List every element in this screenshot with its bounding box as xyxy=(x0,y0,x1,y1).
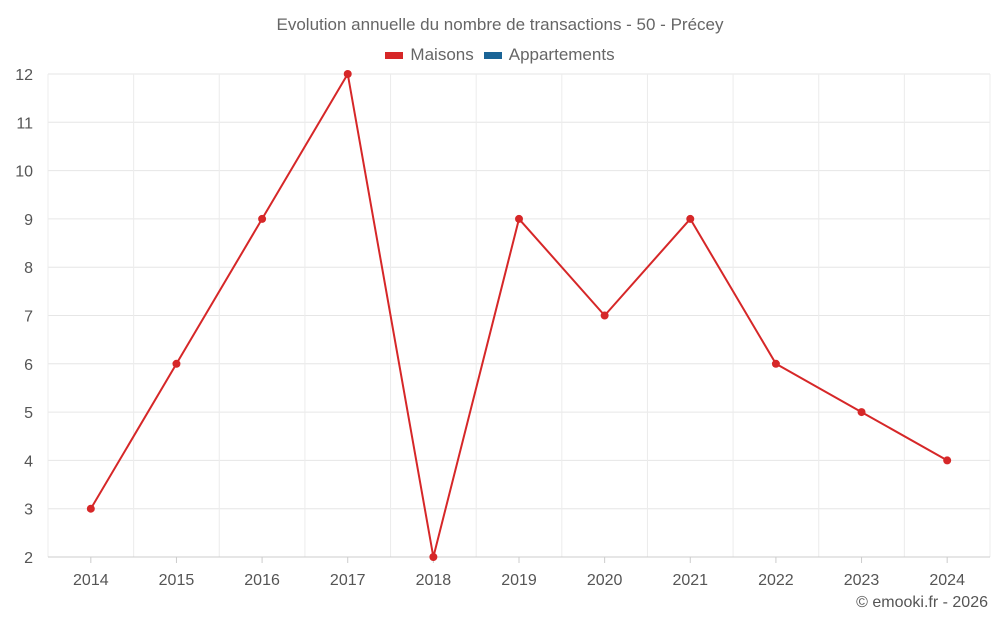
x-tick-label: 2018 xyxy=(416,572,452,589)
x-tick-label: 2019 xyxy=(501,572,537,589)
chart-title: Evolution annuelle du nombre de transact… xyxy=(276,15,724,34)
y-tick-label: 10 xyxy=(15,164,33,181)
y-tick-label: 4 xyxy=(24,453,33,470)
data-point[interactable] xyxy=(515,214,523,223)
data-point[interactable] xyxy=(857,408,866,417)
grid-lines xyxy=(47,73,991,558)
x-tick-label: 2024 xyxy=(929,572,965,589)
x-tick-label: 2017 xyxy=(330,572,366,589)
x-tick-label: 2015 xyxy=(159,572,195,589)
legend-swatch-maisons xyxy=(385,51,404,59)
series-maisons xyxy=(86,70,952,561)
data-point[interactable] xyxy=(343,70,352,78)
data-point[interactable] xyxy=(943,456,952,465)
x-tick-label: 2022 xyxy=(758,572,794,589)
data-point[interactable] xyxy=(172,359,181,368)
axes: 2 3 4 5 6 7 8 9 10 11 12 2014 2015 2016 2017 2018 2019 20… xyxy=(15,67,990,589)
legend-item-maisons[interactable]: Maisons xyxy=(385,45,474,65)
x-tick-label: 2023 xyxy=(844,572,880,589)
x-tick-label: 2014 xyxy=(73,572,109,589)
legend-label-appartements: Appartements xyxy=(508,45,615,64)
x-tick-label: 2016 xyxy=(244,572,280,589)
y-tick-label: 11 xyxy=(16,115,33,132)
data-point[interactable] xyxy=(258,214,267,223)
y-tick-label: 8 xyxy=(24,260,33,277)
y-tick-label: 12 xyxy=(15,67,33,84)
y-tick-label: 3 xyxy=(24,502,33,519)
legend: Maisons Appartements xyxy=(0,45,1000,65)
y-tick-label: 6 xyxy=(24,357,33,374)
data-point[interactable] xyxy=(86,504,95,513)
data-point[interactable] xyxy=(686,214,695,223)
data-point[interactable] xyxy=(429,553,438,561)
legend-swatch-appartements xyxy=(483,51,502,59)
x-tick-label: 2020 xyxy=(587,572,623,589)
x-tick-label: 2021 xyxy=(672,572,708,589)
legend-label-maisons: Maisons xyxy=(410,45,474,64)
y-tick-label: 2 xyxy=(24,550,33,567)
y-tick-label: 5 xyxy=(24,405,33,422)
data-point[interactable] xyxy=(771,359,780,368)
legend-item-appartements[interactable]: Appartements xyxy=(483,45,615,65)
data-point[interactable] xyxy=(600,311,609,320)
copyright-credit: © emooki.fr - 2026 xyxy=(856,594,988,611)
y-tick-label: 9 xyxy=(24,212,33,229)
y-tick-label: 7 xyxy=(24,309,33,326)
